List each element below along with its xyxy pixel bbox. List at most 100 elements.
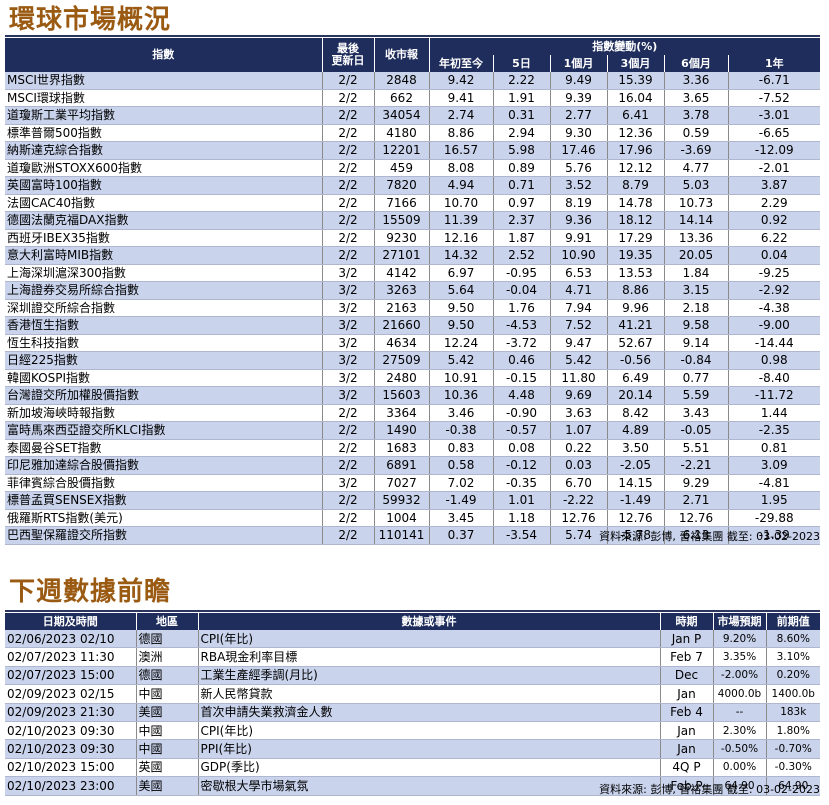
table-row: 泰國曼谷SET指數 2/2 1683 0.83 0.08 0.22 3.50 5.51 0.81 xyxy=(5,439,821,457)
cal-header: 日期及時間 xyxy=(5,613,137,630)
header-period: 年初至今 xyxy=(429,55,494,72)
table-cell: 3.10% xyxy=(766,647,820,667)
table-cell: 2/2 xyxy=(322,491,375,510)
table-cell: PPI(年比) xyxy=(198,739,661,759)
table-cell: 3.52 xyxy=(550,176,608,195)
table-cell: Jan P xyxy=(660,630,714,649)
cal-header: 時期 xyxy=(660,613,714,630)
table-cell: 0.03 xyxy=(550,456,608,475)
table-cell: 香港恆生指數 xyxy=(5,316,323,335)
table-cell: 02/10/2023 09:30 xyxy=(5,721,137,741)
table-cell: 2.37 xyxy=(493,211,551,230)
table-cell: 3/2 xyxy=(322,474,375,492)
table-cell: 8.42 xyxy=(607,404,665,422)
table-row: 上海深圳滬深300指數 3/2 4142 6.97 -0.95 6.53 13.53 1.84… xyxy=(5,264,821,282)
table-cell: 12.76 xyxy=(550,509,608,527)
table-cell: 64.90 xyxy=(713,776,767,796)
table-row: 富時馬來西亞證交所KLCI指數 2/2 1490 -0.38 -0.57 1.07 4.89… xyxy=(5,421,821,440)
table-cell: 27509 xyxy=(374,351,430,370)
table-cell: 16.57 xyxy=(429,141,494,160)
table-cell: 0.08 xyxy=(493,439,551,457)
table-cell: -6.71 xyxy=(728,72,821,90)
table-cell: 3/2 xyxy=(322,299,375,317)
table-cell: 4.71 xyxy=(550,281,608,300)
table-cell: Jan xyxy=(660,721,714,741)
table-cell: 俄羅斯RTS指數(美元) xyxy=(5,509,323,527)
table-cell: MSCI環球指數 xyxy=(5,89,323,107)
table-cell: 1.87 xyxy=(493,229,551,247)
table-row: 上海證券交易所綜合指數 3/2 3263 5.64 -0.04 4.71 8.86 3.15-… xyxy=(5,281,821,300)
table-row: 標準普爾500指數 2/2 4180 8.86 2.94 9.30 12.36 0.59 -6.… xyxy=(5,124,821,142)
table-cell: -0.90 xyxy=(493,404,551,422)
table-cell: 12.12 xyxy=(607,159,665,177)
table-cell: 59932 xyxy=(374,491,430,510)
table-cell: 1400.0b xyxy=(766,684,820,704)
table-cell: 2/2 xyxy=(322,176,375,195)
table-cell: 日經225指數 xyxy=(5,351,323,370)
table-cell: 4.94 xyxy=(429,176,494,195)
table-cell: 1683 xyxy=(374,439,430,457)
table-cell: 2163 xyxy=(374,299,430,317)
table-cell: -0.70% xyxy=(766,739,820,759)
table-cell: 0.22 xyxy=(550,439,608,457)
calendar-table: 日期及時間 地區 數據或事件 時期 市場預期 前期值 02/06/2023 02… xyxy=(5,613,820,796)
table-cell: 11.80 xyxy=(550,369,608,387)
table-cell: 2/2 xyxy=(322,141,375,160)
table-cell: 0.46 xyxy=(493,351,551,370)
table-cell: 1.80% xyxy=(766,721,820,741)
table-cell: -7.52 xyxy=(728,89,821,107)
table-cell: -5.78 xyxy=(607,526,665,545)
table-cell: 13.36 xyxy=(664,229,729,247)
table-row: 02/10/2023 15:00 英國 GDP(季比) 4Q P 0.00% -0.30% xyxy=(5,758,820,778)
table-cell: 德國 xyxy=(136,630,199,649)
table-cell: -0.50% xyxy=(713,739,767,759)
table-cell: 9.42 xyxy=(429,72,494,90)
table-cell: -0.57 xyxy=(493,421,551,440)
table-cell: 0.81 xyxy=(728,439,821,457)
table-cell: 21660 xyxy=(374,316,430,335)
table-cell: 3.65 xyxy=(664,89,729,107)
table-cell: 9.39 xyxy=(550,89,608,107)
table-cell: 富時馬來西亞證交所KLCI指數 xyxy=(5,421,323,440)
table-cell: 新人民幣貸款 xyxy=(198,684,661,704)
table-cell: -2.05 xyxy=(607,456,665,475)
table-cell: 1.44 xyxy=(728,404,821,422)
table-cell: 3.15 xyxy=(664,281,729,300)
table-cell: 2848 xyxy=(374,72,430,90)
table-row: 02/10/2023 23:00 美國 密歇根大學市場氣氛 Feb P 64.90 64.… xyxy=(5,776,820,796)
table-cell: 0.71 xyxy=(493,176,551,195)
table-cell: 3/2 xyxy=(322,334,375,352)
table-cell: 02/07/2023 11:30 xyxy=(5,647,137,667)
header-index: 指數 xyxy=(5,38,323,72)
table-cell: 27101 xyxy=(374,246,430,265)
table-cell: 2/2 xyxy=(322,72,375,90)
table-cell: 9.41 xyxy=(429,89,494,107)
table-row: 菲律賓綜合股價指數 3/2 7027 7.02 -0.35 6.70 14.15 9.29 -4… xyxy=(5,474,821,492)
table-cell: 0.58 xyxy=(429,456,494,475)
table-cell: 9.96 xyxy=(607,299,665,317)
table-row: 02/09/2023 02/15 中國 新人民幣貸款 Jan 4000.0b 1400.0… xyxy=(5,684,820,704)
table-cell: 12.24 xyxy=(429,334,494,352)
table-cell: 0.59 xyxy=(664,124,729,142)
table-cell: 02/07/2023 15:00 xyxy=(5,666,137,686)
table-cell: 3364 xyxy=(374,404,430,422)
table-row: 新加坡海峽時報指數 2/2 3364 3.46 -0.90 3.63 8.42 3.43 1.4… xyxy=(5,404,821,422)
table-cell: 2.18 xyxy=(664,299,729,317)
table-cell: 7.52 xyxy=(550,316,608,335)
table-cell: 9.30 xyxy=(550,124,608,142)
table-row: 02/06/2023 02/10 德國 CPI(年比) Jan P 9.20% 8.60% xyxy=(5,630,820,649)
table-cell: -0.84 xyxy=(664,351,729,370)
table-cell: 0.97 xyxy=(493,194,551,212)
table-cell: 6.70 xyxy=(550,474,608,492)
table-cell: 19.35 xyxy=(607,246,665,265)
table-cell: -14.44 xyxy=(728,334,821,352)
table-cell: 2.29 xyxy=(728,194,821,212)
table-cell: 17.46 xyxy=(550,141,608,160)
table-cell: 1.95 xyxy=(728,491,821,510)
table-cell: 標準普爾500指數 xyxy=(5,124,323,142)
table-cell: 3/2 xyxy=(322,351,375,370)
table-cell: 02/10/2023 23:00 xyxy=(5,776,137,796)
table-row: 02/09/2023 21:30 美國 首次申請失業救濟金人數 Feb 4 -- 183k xyxy=(5,703,820,722)
table-row: MSCI世界指數 2/2 2848 9.42 2.22 9.49 15.39 3.36 -6.7… xyxy=(5,72,821,90)
table-cell: Feb 4 xyxy=(660,703,714,722)
